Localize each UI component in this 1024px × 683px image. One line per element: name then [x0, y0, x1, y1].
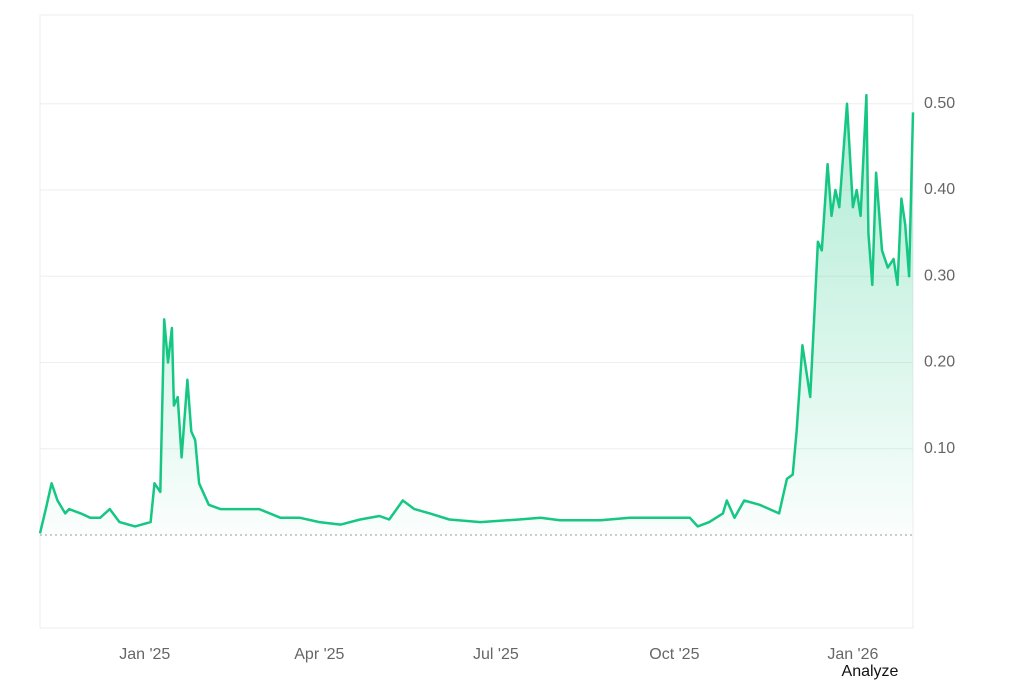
- analyze-link[interactable]: Analyze: [842, 663, 899, 680]
- area: [40, 95, 913, 535]
- price-line: [38, 93, 915, 534]
- y-tick-label: 0.50: [924, 95, 955, 112]
- x-tick-label: Jan '25: [119, 646, 170, 663]
- x-tick-label: Oct '25: [649, 646, 699, 663]
- y-tick-label: 0.30: [924, 267, 955, 284]
- x-tick-label: Apr '25: [294, 646, 344, 663]
- x-tick-label: Jul '25: [473, 646, 519, 663]
- y-tick-label: 0.20: [924, 354, 955, 371]
- y-tick-label: 0.10: [924, 440, 955, 457]
- y-tick-label: 0.40: [924, 181, 955, 198]
- plot-frame: [39, 14, 914, 629]
- x-tick-label: Jan '26: [827, 646, 878, 663]
